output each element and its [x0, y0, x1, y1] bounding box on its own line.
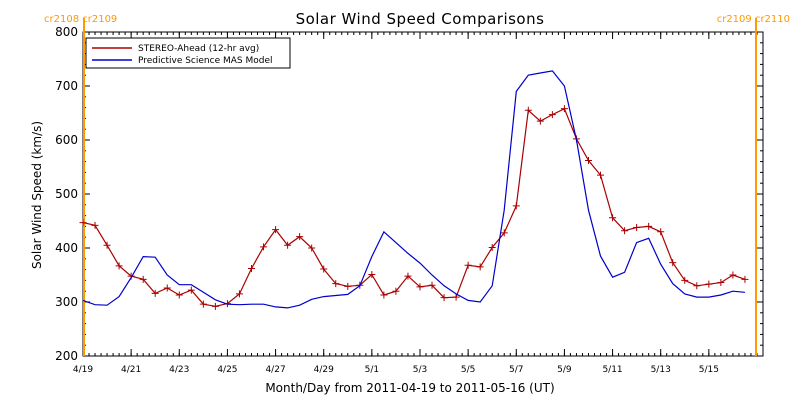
data-point-stereo [452, 293, 460, 301]
carrington-label-right: cr2109 cr2110 [717, 14, 790, 25]
y-tick-label: 300 [55, 295, 78, 309]
legend-box [85, 37, 291, 69]
legend: STEREO-Ahead (12-hr avg) Predictive Scie… [85, 37, 291, 69]
data-point-stereo [380, 291, 388, 299]
data-point-stereo [560, 105, 568, 113]
data-point-stereo [548, 111, 556, 119]
data-point-stereo [597, 171, 605, 179]
legend-label-mas: Predictive Science MAS Model [138, 56, 273, 66]
data-point-stereo [163, 284, 171, 292]
y-tick-label: 500 [55, 187, 78, 201]
data-point-stereo [669, 259, 677, 267]
legend-label-stereo: STEREO-Ahead (12-hr avg) [138, 44, 259, 54]
data-point-stereo [524, 106, 532, 114]
data-point-stereo [332, 280, 340, 288]
y-tick-label: 600 [55, 133, 78, 147]
data-point-stereo [368, 270, 376, 278]
y-tick-label: 200 [55, 349, 78, 363]
data-point-stereo [681, 276, 689, 284]
x-tick-label: 5/13 [651, 365, 671, 375]
chart-title: Solar Wind Speed Comparisons [296, 10, 545, 28]
data-point-stereo [296, 233, 304, 241]
data-point-stereo [729, 271, 737, 279]
data-point-stereo [284, 241, 292, 249]
y-axis-title: Solar Wind Speed (km/s) [30, 121, 44, 269]
plot-area: 200 300 400 500 600 700 800 4/19 4/21 4/23 4/25 4/2… [55, 18, 764, 375]
data-point-stereo [741, 275, 749, 283]
x-tick-label: 4/27 [265, 365, 285, 375]
x-axis-title: Month/Day from 2011-04-19 to 2011-05-16 … [265, 381, 554, 395]
data-point-stereo [308, 244, 316, 252]
data-point-stereo [464, 261, 472, 269]
y-tick-label: 800 [55, 25, 78, 39]
data-point-stereo [115, 262, 123, 270]
data-point-stereo [139, 275, 147, 283]
data-point-stereo [247, 265, 255, 273]
data-point-stereo [717, 279, 725, 287]
carrington-label-left: cr2108 cr2109 [44, 14, 117, 25]
plot-frame [82, 31, 764, 357]
x-tick-label: 5/5 [461, 365, 475, 375]
data-point-stereo [428, 281, 436, 289]
data-point-stereo [320, 265, 328, 273]
data-point-stereo [79, 219, 87, 227]
data-point-stereo [609, 214, 617, 222]
y-tick-label: 400 [55, 241, 78, 255]
data-point-stereo [344, 282, 352, 290]
series-line-mas [82, 70, 745, 309]
x-tick-label: 4/23 [169, 365, 189, 375]
data-point-stereo [199, 300, 207, 308]
data-point-stereo [272, 226, 280, 234]
data-point-stereo [621, 227, 629, 235]
x-tick-label: 4/25 [217, 365, 237, 375]
data-point-stereo [657, 228, 665, 236]
data-point-stereo [705, 280, 713, 288]
data-point-stereo [488, 243, 496, 251]
data-point-stereo [404, 272, 412, 280]
data-point-stereo [584, 157, 592, 165]
x-tick-label: 5/9 [557, 365, 572, 375]
data-point-stereo [693, 282, 701, 290]
data-point-stereo [235, 290, 243, 298]
data-point-stereo [440, 294, 448, 302]
y-tick-label: 700 [55, 79, 78, 93]
x-tick-label: 5/3 [413, 365, 427, 375]
x-tick-label: 5/15 [699, 365, 719, 375]
x-tick-label: 5/1 [365, 365, 379, 375]
x-tick-label: 4/21 [121, 365, 141, 375]
data-point-stereo [175, 291, 183, 299]
data-point-stereo [536, 117, 544, 125]
data-point-stereo [633, 223, 641, 231]
data-point-stereo [500, 229, 508, 237]
data-point-stereo [187, 286, 195, 294]
x-tick-label: 4/29 [314, 365, 334, 375]
data-point-stereo [103, 241, 111, 249]
series-line-stereo [82, 107, 746, 307]
x-tick-label: 4/19 [73, 365, 93, 375]
data-point-stereo [476, 263, 484, 271]
data-point-stereo [512, 202, 520, 210]
x-tick-label: 5/7 [509, 365, 523, 375]
data-point-stereo [260, 243, 268, 251]
data-point-stereo [416, 283, 424, 291]
data-point-stereo [151, 289, 159, 297]
data-point-stereo [645, 222, 653, 230]
data-point-stereo [392, 287, 400, 295]
data-point-stereo [91, 221, 99, 229]
x-tick-label: 5/11 [602, 365, 622, 375]
data-point-stereo [211, 302, 219, 310]
